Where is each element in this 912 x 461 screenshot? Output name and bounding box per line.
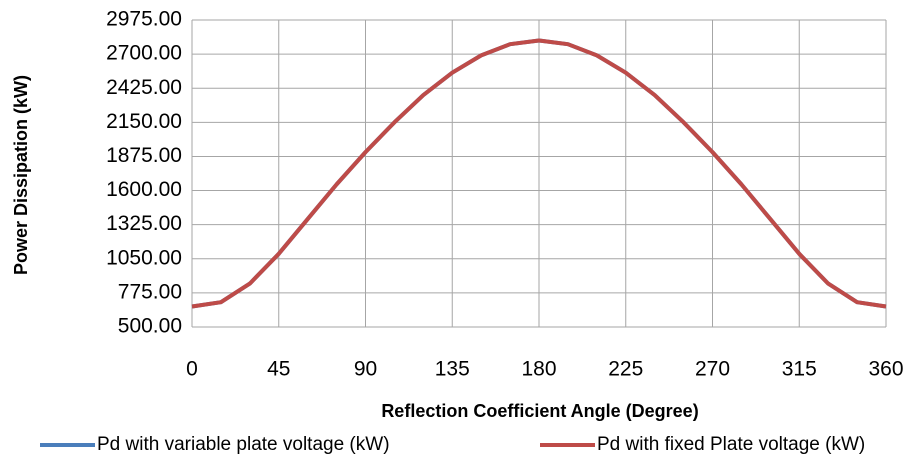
x-tick-label: 315 xyxy=(782,358,817,381)
legend-label: Pd with variable plate voltage (kW) xyxy=(97,434,390,455)
y-tick-label: 775.00 xyxy=(118,280,182,303)
y-axis-title: Power Dissipation (kW) xyxy=(11,75,31,275)
x-tick-label: 180 xyxy=(521,358,556,381)
y-tick-label: 500.00 xyxy=(118,315,182,338)
x-tick-label: 0 xyxy=(186,358,198,381)
x-axis-title: Reflection Coefficient Angle (Degree) xyxy=(381,401,698,421)
x-tick-label: 90 xyxy=(354,358,377,381)
data-line xyxy=(191,38,887,309)
x-tick-label: 270 xyxy=(695,358,730,381)
x-tick-label: 135 xyxy=(435,358,470,381)
y-tick-label: 1050.00 xyxy=(106,246,182,269)
y-tick-label: 1875.00 xyxy=(106,144,182,167)
x-tick-label: 360 xyxy=(868,358,903,381)
y-tick-label: 2700.00 xyxy=(106,42,182,65)
x-tick-label: 225 xyxy=(608,358,643,381)
y-tick-label: 2425.00 xyxy=(106,76,182,99)
y-tick-label: 1325.00 xyxy=(106,212,182,235)
y-tick-label: 2975.00 xyxy=(106,8,182,31)
legend-label: Pd with fixed Plate voltage (kW) xyxy=(597,434,865,455)
y-tick-label: 2150.00 xyxy=(106,110,182,133)
x-tick-label: 45 xyxy=(267,358,290,381)
y-tick-label: 1600.00 xyxy=(106,178,182,201)
